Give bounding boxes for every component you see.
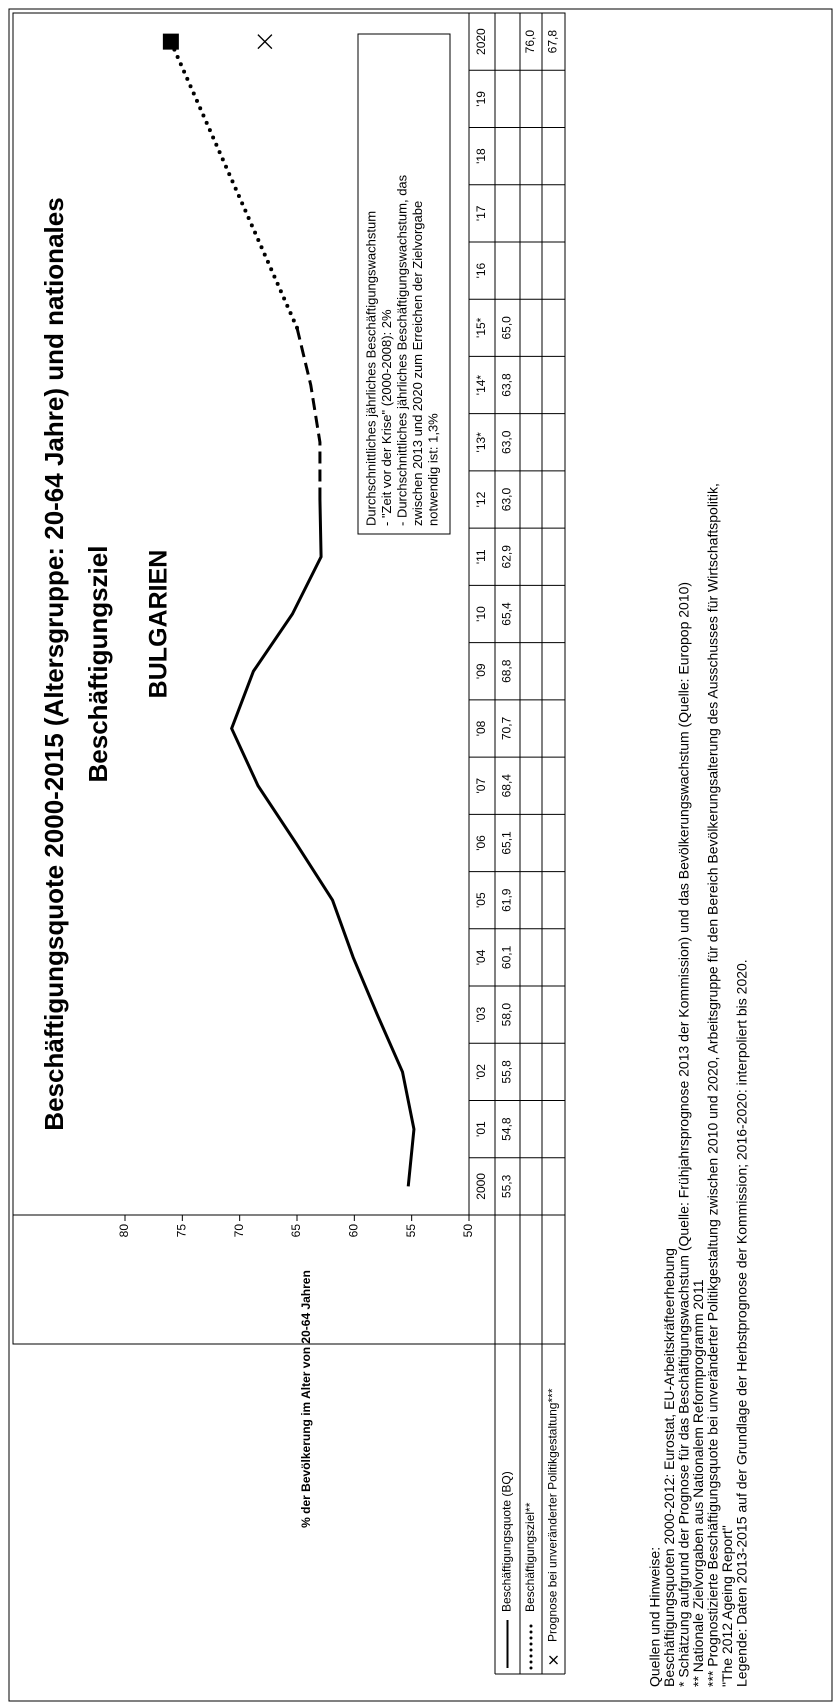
legend-label: Prognose bei unveränderter Politikgestal… bbox=[546, 1388, 560, 1642]
annotation-text: - "Zeit vor der Krise" (2000-2008): 2% bbox=[379, 309, 394, 526]
data-label: 67,8 bbox=[546, 30, 560, 54]
x-tick-label: '07 bbox=[474, 778, 488, 794]
data-label: 70,7 bbox=[500, 716, 514, 740]
rotated-chart: Beschäftigungsquote 2000-2015 (Altersgru… bbox=[8, 8, 833, 1702]
annotation-text: notwendig ist: 1,3% bbox=[425, 413, 440, 526]
x-tick-label: '17 bbox=[474, 205, 488, 221]
data-label: 54,8 bbox=[500, 1117, 514, 1141]
legend-label: Beschäftigungsziel** bbox=[523, 1502, 537, 1612]
data-label: 76,0 bbox=[523, 30, 537, 54]
footnote: Legende: Daten 2013-2015 auf der Grundla… bbox=[734, 959, 750, 1687]
legend-symbol bbox=[549, 1655, 558, 1665]
data-label: 63,0 bbox=[500, 430, 514, 454]
footnote: Beschäftigungsquoten 2000-2012: Eurostat… bbox=[661, 1248, 677, 1687]
data-label: 55,8 bbox=[500, 1060, 514, 1084]
x-tick-label: 2000 bbox=[474, 1173, 488, 1200]
data-label: 55,3 bbox=[500, 1174, 514, 1198]
y-tick-label: 60 bbox=[347, 1224, 361, 1238]
annotation-text: zwischen 2013 und 2020 zum Erreichen der… bbox=[410, 201, 425, 526]
x-tick-label: '06 bbox=[474, 835, 488, 851]
footnote: Quellen und Hinweise: bbox=[647, 1547, 663, 1687]
chart-subtitle: BULGARIEN bbox=[145, 550, 173, 699]
footnote: *** Prognostizierte Beschäftigungsquote … bbox=[705, 483, 721, 1687]
x-tick-label: '02 bbox=[474, 1064, 488, 1080]
annotation-text: - Durchschnittliches jährliches Beschäft… bbox=[394, 174, 409, 526]
chart-title: Beschäftigungsquote 2000-2015 (Altersgru… bbox=[39, 197, 69, 1130]
x-tick-label: '12 bbox=[474, 491, 488, 507]
page-frame bbox=[8, 8, 833, 1702]
x-tick-label: '09 bbox=[474, 663, 488, 679]
x-tick-label: '18 bbox=[474, 148, 488, 164]
annotation-box bbox=[357, 33, 451, 535]
x-tick-label: '08 bbox=[474, 720, 488, 736]
footnote: ** Nationale Zielvorgaben aus Nationalem… bbox=[690, 1279, 706, 1687]
x-tick-label: '19 bbox=[474, 91, 488, 107]
y-tick-label: 65 bbox=[289, 1224, 303, 1238]
x-tick-label: '01 bbox=[474, 1121, 488, 1137]
chart-title: Beschäftigungsziel bbox=[83, 546, 113, 783]
data-label: 65,0 bbox=[500, 316, 514, 340]
footnote: "The 2012 Ageing Report" bbox=[719, 1525, 735, 1687]
data-label: 68,8 bbox=[500, 659, 514, 683]
data-label: 63,0 bbox=[500, 488, 514, 512]
y-tick-label: 70 bbox=[232, 1224, 246, 1238]
series-line bbox=[230, 499, 416, 1187]
x-tick-label: '03 bbox=[474, 1007, 488, 1023]
y-tick-label: 55 bbox=[404, 1224, 418, 1238]
data-label: 58,0 bbox=[500, 1003, 514, 1027]
footnote: * Schätzung aufgrund der Prognose für da… bbox=[676, 582, 692, 1687]
x-tick-label: '11 bbox=[474, 549, 488, 564]
target-marker bbox=[162, 33, 179, 50]
data-label: 65,1 bbox=[500, 831, 514, 855]
data-label: 62,9 bbox=[500, 545, 514, 569]
y-axis-label: % der Bevölkerung im Alter von 20-64 Jah… bbox=[299, 1270, 313, 1528]
series-line-estimate bbox=[295, 327, 322, 500]
legend-label: Beschäftigungsquote (BQ) bbox=[500, 1471, 514, 1612]
y-tick-label: 50 bbox=[461, 1224, 475, 1238]
x-tick-label: '13* bbox=[474, 432, 488, 453]
interpolation-line bbox=[168, 39, 299, 330]
x-tick-label: '14* bbox=[474, 375, 488, 396]
data-label: 60,1 bbox=[500, 945, 514, 969]
x-tick-label: '04 bbox=[474, 949, 488, 965]
annotation-text: Durchschnittliches jährliches Beschäftig… bbox=[363, 211, 378, 526]
data-label: 63,8 bbox=[500, 373, 514, 397]
data-label: 61,9 bbox=[500, 888, 514, 912]
data-label: 68,4 bbox=[500, 774, 514, 798]
x-tick-label: '15* bbox=[474, 317, 488, 338]
x-tick-label: '16 bbox=[474, 262, 488, 278]
x-tick-label: 2020 bbox=[474, 28, 488, 55]
y-tick-label: 75 bbox=[175, 1224, 189, 1238]
forecast-marker bbox=[257, 34, 273, 50]
y-tick-label: 80 bbox=[117, 1224, 131, 1238]
x-tick-label: '10 bbox=[474, 606, 488, 622]
data-label: 65,4 bbox=[500, 602, 514, 626]
x-tick-label: '05 bbox=[474, 892, 488, 908]
